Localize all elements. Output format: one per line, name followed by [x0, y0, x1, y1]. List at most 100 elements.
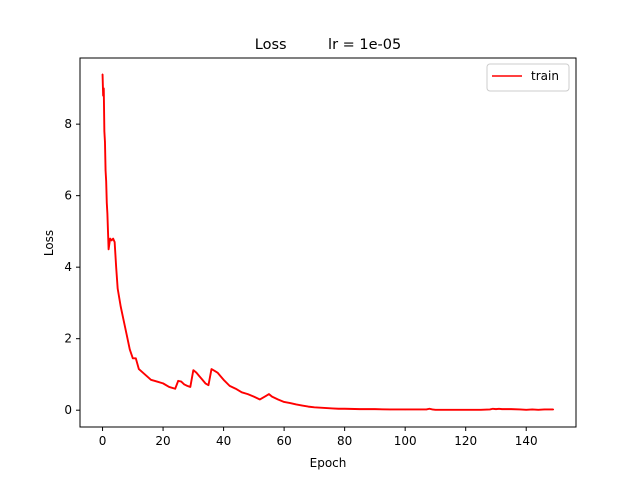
- data-point: [425, 408, 427, 411]
- data-point: [449, 409, 452, 411]
- data-point: [129, 348, 131, 351]
- data-point: [177, 380, 179, 382]
- data-point: [156, 380, 158, 383]
- data-point: [543, 408, 545, 411]
- data-point: [313, 406, 315, 408]
- data-point: [112, 237, 114, 240]
- x-tick-label: 120: [454, 434, 477, 448]
- data-point: [253, 396, 255, 398]
- data-point: [537, 409, 539, 411]
- data-point: [495, 408, 497, 410]
- data-point: [135, 357, 137, 359]
- data-point: [103, 130, 105, 132]
- data-point: [210, 368, 213, 370]
- data-point: [103, 87, 105, 89]
- data-point: [325, 407, 328, 409]
- data-point: [126, 334, 128, 336]
- data-point: [111, 239, 113, 241]
- data-point: [108, 248, 110, 250]
- data-point: [180, 380, 182, 383]
- data-point: [132, 357, 134, 359]
- data-point: [105, 180, 107, 182]
- data-point: [229, 385, 231, 387]
- data-point: [268, 393, 270, 395]
- data-point: [295, 403, 297, 406]
- data-point: [301, 404, 303, 407]
- data-point: [307, 406, 309, 408]
- x-axis-ticks: 0 20 40 60 80 100 120 140: [99, 427, 538, 448]
- y-tick-label: 4: [64, 260, 72, 274]
- x-tick-label: 100: [394, 434, 417, 448]
- x-axis-label: Epoch: [310, 456, 347, 470]
- data-point: [189, 386, 191, 388]
- data-point: [192, 369, 194, 371]
- data-point: [216, 372, 219, 374]
- x-tick-label: 40: [216, 434, 231, 448]
- data-point: [107, 230, 109, 233]
- data-point: [480, 409, 482, 411]
- y-tick-label: 8: [64, 117, 72, 131]
- data-point: [510, 408, 512, 410]
- data-point: [531, 408, 533, 411]
- data-point: [102, 94, 104, 97]
- y-axis-ticks: 0 2 4 6 8: [64, 117, 80, 417]
- data-point: [101, 73, 104, 75]
- data-point: [168, 386, 170, 388]
- data-point: [404, 408, 406, 411]
- y-tick-label: 2: [64, 332, 72, 346]
- data-point: [552, 408, 555, 411]
- y-tick-label: 6: [64, 189, 72, 203]
- x-tick-label: 20: [155, 434, 170, 448]
- data-point: [115, 266, 117, 268]
- data-point: [331, 407, 334, 410]
- data-point: [183, 383, 185, 386]
- data-point: [344, 408, 346, 410]
- y-axis-label: Loss: [42, 230, 56, 256]
- data-point: [104, 141, 106, 143]
- plot-area: [80, 58, 576, 427]
- data-point: [283, 401, 285, 403]
- x-tick-label: 60: [276, 434, 291, 448]
- data-point: [207, 384, 210, 386]
- data-point: [431, 408, 434, 411]
- data-point: [114, 241, 116, 243]
- data-point: [501, 408, 503, 410]
- data-point: [434, 409, 437, 411]
- data-point: [219, 375, 222, 377]
- x-tick-label: 80: [337, 434, 352, 448]
- plot-frame: [79, 57, 577, 428]
- data-point: [277, 398, 279, 401]
- x-tick-label: 140: [515, 434, 538, 448]
- data-point: [247, 393, 249, 395]
- data-point: [162, 382, 164, 384]
- data-point: [374, 408, 376, 410]
- y-tick-label: 0: [64, 403, 72, 417]
- legend-label-train: train: [531, 69, 559, 83]
- data-point: [337, 408, 340, 410]
- data-point: [204, 382, 207, 384]
- data-point: [271, 396, 273, 398]
- chart-title: Loss lr = 1e-05: [255, 37, 401, 53]
- data-point: [465, 409, 467, 411]
- data-point: [138, 368, 140, 370]
- data-point: [117, 288, 119, 290]
- legend: train: [486, 63, 570, 92]
- legend-box: [486, 63, 570, 92]
- data-point: [213, 370, 216, 372]
- data-point: [104, 170, 107, 172]
- data-point: [106, 202, 108, 204]
- data-point: [389, 408, 391, 411]
- data-point: [123, 320, 125, 322]
- x-tick-label: 0: [99, 434, 107, 448]
- data-point: [289, 402, 291, 404]
- data-point: [198, 375, 200, 377]
- data-point: [489, 408, 491, 411]
- data-point: [259, 398, 261, 401]
- data-point: [222, 379, 225, 381]
- data-point: [201, 379, 204, 381]
- data-point: [359, 408, 361, 410]
- data-point: [106, 212, 108, 215]
- data-point: [498, 408, 500, 410]
